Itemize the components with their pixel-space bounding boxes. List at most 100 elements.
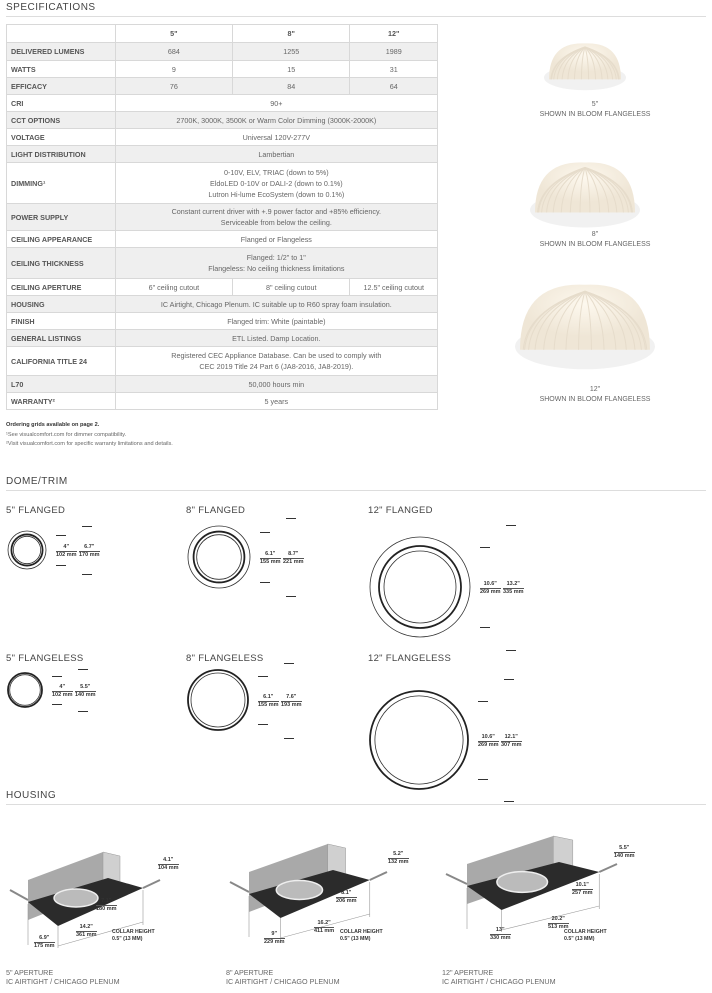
- cell-line: 0-10V, ELV, TRIAC (down to 5%): [223, 167, 329, 177]
- product-image: [529, 155, 641, 235]
- cell-value: 76: [114, 77, 234, 95]
- dimension-arrow: [284, 662, 294, 664]
- dim-inches: 12.1": [501, 734, 522, 742]
- dimension-label: 8.1" 206 mm: [336, 890, 357, 905]
- table-row: POWER SUPPLY Constant current driver with…: [6, 203, 439, 231]
- column-header: 5": [114, 24, 234, 43]
- dimension-label: 8.7" 221 mm: [283, 551, 304, 566]
- dimension-arrow: [258, 724, 268, 725]
- dimension-arrow: [284, 737, 294, 739]
- row-label: L70: [6, 375, 116, 393]
- table-row: WATTS 9 15 31: [6, 60, 438, 78]
- cell-line: Lutron Hi-lume EcoSystem (down to 0.1%): [208, 189, 345, 199]
- cell-line: Flangeless: No ceiling thickness limitat…: [208, 264, 345, 273]
- dim-mm: 411 mm: [314, 928, 335, 934]
- dim-mm: 221 mm: [283, 559, 304, 565]
- table-row: DELIVERED LUMENS 684 1255 1989: [6, 42, 438, 61]
- product-size: 8": [591, 231, 599, 238]
- dome-trim-title: DOME/TRIM: [6, 476, 68, 487]
- dome-title: 8" FLANGELESS: [186, 653, 264, 664]
- dim-inches: 16.2": [314, 920, 335, 928]
- dim-inches: 6.9": [34, 935, 55, 943]
- dimension-label: 10.6" 269 mm: [478, 734, 499, 749]
- dimension-label: 5.5" 140 mm: [75, 684, 96, 699]
- table-row: GENERAL LISTINGS ETL Listed. Damp Locatio…: [6, 329, 439, 347]
- dim-mm: 269 mm: [480, 589, 501, 595]
- dim-inches: 6.1": [260, 551, 281, 559]
- housing-type: IC AIRTIGHT / CHICAGO PLENUM: [442, 977, 556, 986]
- cell-line: CEC 2019 Title 24 Part 6 (JA8-2016, JA8-…: [199, 362, 354, 371]
- housing-type: IC AIRTIGHT / CHICAGO PLENUM: [6, 977, 120, 986]
- row-label: CEILING THICKNESS: [6, 247, 116, 279]
- table-row: FINISH Flanged trim: White (paintable): [6, 312, 439, 330]
- dim-mm: 155 mm: [260, 559, 281, 565]
- cell-value: 84: [232, 77, 351, 95]
- cell-value: 6" ceiling cutout: [114, 278, 234, 296]
- row-label: VOLTAGE: [6, 128, 116, 146]
- divider: [6, 490, 706, 491]
- dim-inches: 8.1": [336, 890, 357, 898]
- collar-label: COLLAR HEIGHT: [112, 929, 155, 935]
- note-warranty: ²Visit visualcomfort.com for specific wa…: [6, 441, 173, 447]
- dome-outline-drawing: [369, 536, 471, 638]
- dim-inches: 4.1": [158, 857, 179, 865]
- dome-outline-drawing: [187, 525, 251, 589]
- dim-mm: 307 mm: [501, 742, 522, 748]
- dim-mm: 102 mm: [52, 692, 73, 698]
- dim-inches: 6.7": [79, 544, 100, 552]
- table-row: CALIFORNIA TITLE 24 Registered CEC Applia…: [6, 346, 439, 376]
- product-caption-text: SHOWN IN BLOOM FLANGELESS: [539, 241, 651, 248]
- dimension-arrow: [52, 676, 62, 678]
- dim-mm: 170 mm: [79, 552, 100, 558]
- housing-drawing: [445, 835, 618, 932]
- housing-caption: 8" APERTURE IC AIRTIGHT / CHICAGO PLENUM: [226, 968, 340, 986]
- table-row: CEILING APPEARANCE Flanged or Flangeless: [6, 230, 439, 248]
- dim-mm: 513 mm: [548, 924, 569, 930]
- dim-mm: 257 mm: [572, 890, 593, 896]
- table-row: CCT OPTIONS 2700K, 3000K, 3500K or Warm C…: [6, 111, 439, 129]
- dimension-arrow: [286, 595, 296, 597]
- dim-inches: 5.2": [388, 851, 409, 859]
- header-blank: [6, 24, 116, 43]
- table-row: HOUSING IC Airtight, Chicago Plenum. IC s…: [6, 295, 439, 313]
- dimension-arrow: [504, 801, 514, 803]
- dimension-label: 9" 229 mm: [264, 931, 285, 946]
- dimension-label: 4" 102 mm: [52, 684, 73, 699]
- dome-outline-drawing: [7, 672, 43, 708]
- cell-value: Flanged or Flangeless: [114, 230, 439, 248]
- cell-line: Serviceable from below the ceiling.: [220, 218, 332, 227]
- housing-drawing: [229, 843, 388, 940]
- dim-inches: 20.2": [548, 916, 569, 924]
- cell-value: 5 years: [114, 392, 439, 410]
- row-label: EFFICACY: [6, 77, 116, 95]
- row-label: CEILING APERTURE: [6, 278, 116, 296]
- cell-value: 90+: [114, 94, 439, 112]
- dimension-arrow: [478, 779, 488, 781]
- dim-inches: 14.2": [76, 924, 97, 932]
- dimension-label: 7.1" 180 mm: [96, 898, 117, 913]
- dim-inches: 5.5": [614, 845, 635, 853]
- cell-value: 64: [349, 77, 438, 95]
- dim-mm: 330 mm: [490, 935, 511, 941]
- dim-inches: 13.2": [503, 581, 524, 589]
- dimension-label: 6.9" 175 mm: [34, 935, 55, 950]
- aperture-label: 12" APERTURE: [442, 968, 494, 977]
- dimension-arrow: [506, 649, 516, 651]
- row-label: CCT OPTIONS: [6, 111, 116, 129]
- dim-inches: 7.6": [281, 694, 302, 702]
- cell-value: Universal 120V-277V: [114, 128, 439, 146]
- cell-value: 684: [114, 42, 234, 61]
- row-label: GENERAL LISTINGS: [6, 329, 116, 347]
- dim-mm: 335 mm: [503, 589, 524, 595]
- row-label: CEILING APPEARANCE: [6, 230, 116, 248]
- row-label: WATTS: [6, 60, 116, 78]
- dim-inches: 6.1": [258, 694, 279, 702]
- row-label: CALIFORNIA TITLE 24: [6, 346, 116, 376]
- row-label: CRI: [6, 94, 116, 112]
- aperture-label: 5" APERTURE: [6, 968, 54, 977]
- aperture-label: 8" APERTURE: [226, 968, 274, 977]
- dim-mm: 140 mm: [75, 692, 96, 698]
- product-caption: 5" SHOWN IN BLOOM FLANGELESS: [520, 100, 670, 120]
- dome-outline-drawing: [7, 530, 47, 570]
- table-row: L70 50,000 hours min: [6, 375, 439, 393]
